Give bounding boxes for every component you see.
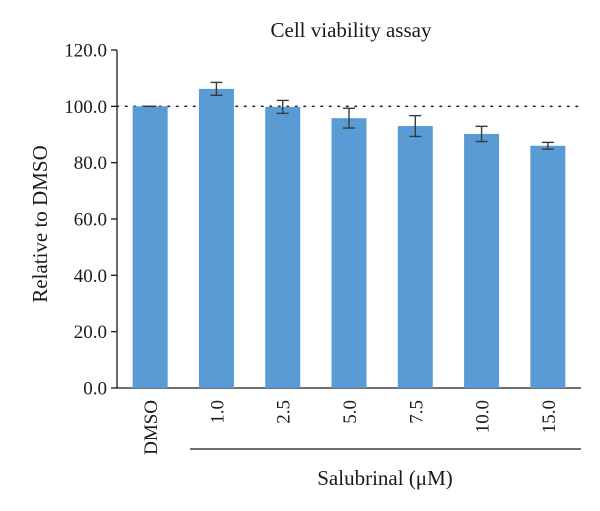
y-tick-label: 80.0 — [74, 153, 107, 174]
y-tick-label: 20.0 — [74, 322, 107, 343]
error-bar — [541, 141, 554, 150]
error-bar — [343, 107, 355, 129]
y-axis-ticks: 0.0 20.0 40.0 60.0 80.0 100.0 120.0 — [64, 41, 117, 400]
y-tick-label: 40.0 — [74, 266, 107, 287]
chart-title: Cell viability assay — [271, 18, 432, 42]
bar — [198, 88, 234, 389]
error-bar — [276, 99, 289, 115]
y-axis-title: Relative to DMSO — [28, 145, 52, 303]
x-axis-title: Salubrinal (μM) — [317, 466, 453, 490]
x-category-label: DMSO — [141, 400, 162, 455]
bar — [132, 106, 168, 388]
bars-group — [132, 88, 566, 389]
error-bar — [409, 114, 422, 138]
x-category-label: 2.5 — [274, 400, 295, 424]
y-tick-label: 0.0 — [83, 379, 107, 400]
x-category-label: 1.0 — [207, 400, 228, 424]
bar — [331, 118, 367, 388]
bar — [265, 106, 301, 388]
y-tick-label: 60.0 — [74, 210, 107, 231]
x-category-label: 10.0 — [473, 400, 494, 433]
error-bars-group — [144, 81, 554, 150]
bar — [397, 126, 433, 389]
y-tick-label: 120.0 — [64, 41, 107, 62]
x-category-label: 5.0 — [340, 400, 361, 424]
x-axis-categories: DMSO 1.0 2.5 5.0 7.5 10.0 15.0 — [141, 400, 560, 455]
bar — [464, 133, 500, 388]
error-bar — [210, 81, 223, 97]
error-bar — [475, 125, 488, 143]
x-category-label: 7.5 — [406, 400, 427, 424]
y-tick-label: 100.0 — [64, 97, 107, 118]
bar — [530, 145, 566, 388]
x-category-label: 15.0 — [539, 400, 560, 433]
